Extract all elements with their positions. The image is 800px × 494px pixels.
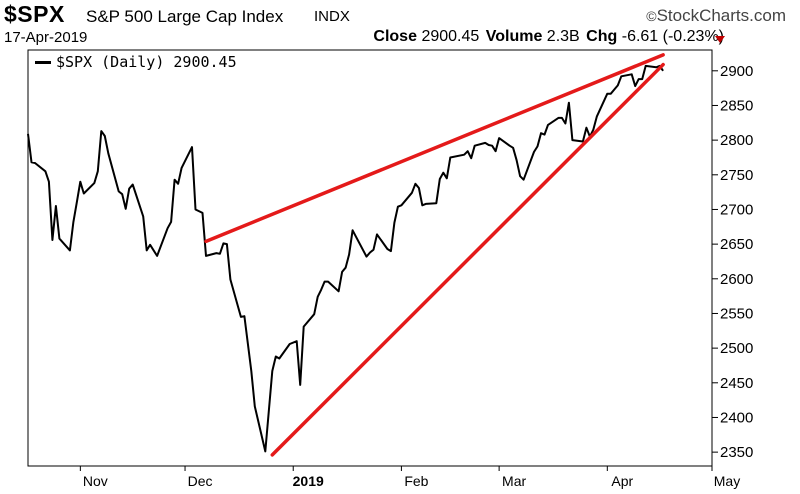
brand-name: StockCharts.com [656,6,786,25]
trendlines [204,53,665,457]
chart-legend: $SPX (Daily) 2900.45 [32,53,240,71]
volume-value: 2.3B [546,28,580,45]
y-tick-label: 2500 [720,340,753,357]
price-line [27,64,664,453]
y-axis: 2350 2400 2450 2500 2550 2600 2650 2700 2750 2800… [712,63,753,461]
y-tick-label: 2550 [720,305,753,322]
x-tick-label: Nov [83,473,108,489]
chg-label: Chg [586,28,618,45]
quote-date: 17-Apr-2019 [4,29,88,46]
x-tick-label: 2019 [293,473,324,489]
quote-summary: Close 2900.45 Volume 2.3B Chg -6.61 (-0.… [373,28,726,46]
y-tick-label: 2400 [720,409,753,426]
x-tick-label: Mar [502,473,526,489]
trendline-lower [270,62,665,457]
y-tick-label: 2800 [720,132,753,149]
y-tick-label: 2900 [720,63,753,80]
y-tick-label: 2600 [720,271,753,288]
chart-header: $SPX S&P 500 Large Cap Index INDX ©Stock… [0,0,800,52]
y-tick-label: 2850 [720,97,753,114]
legend-label: $SPX (Daily) 2900.45 [56,53,237,71]
copyright-icon: © [646,8,657,24]
ticker-symbol: $SPX [4,1,65,27]
y-tick-label: 2650 [720,236,753,253]
volume-label: Volume [485,28,543,45]
brand-logo[interactable]: ©StockCharts.com [646,6,786,26]
legend-swatch [35,61,51,64]
y-tick-label: 2750 [720,167,753,184]
down-arrow-icon [715,36,725,43]
y-tick-label: 2350 [720,444,753,461]
x-axis: Nov Dec 2019 Feb Mar Apr May [79,466,740,489]
close-value: 2900.45 [421,28,480,45]
trendline-upper [204,53,665,244]
close-label: Close [373,28,417,45]
y-tick-label: 2700 [720,201,753,218]
x-tick-label: Apr [611,473,633,489]
chg-value: -6.61 (-0.23%) [621,28,724,45]
y-tick-label: 2450 [720,375,753,392]
x-tick-label: Feb [404,473,428,489]
security-name: S&P 500 Large Cap Index [86,7,284,26]
x-tick-label: Dec [188,473,213,489]
x-tick-label: May [714,473,740,489]
plot-area [27,49,713,467]
exchange-label: INDX [314,8,350,25]
